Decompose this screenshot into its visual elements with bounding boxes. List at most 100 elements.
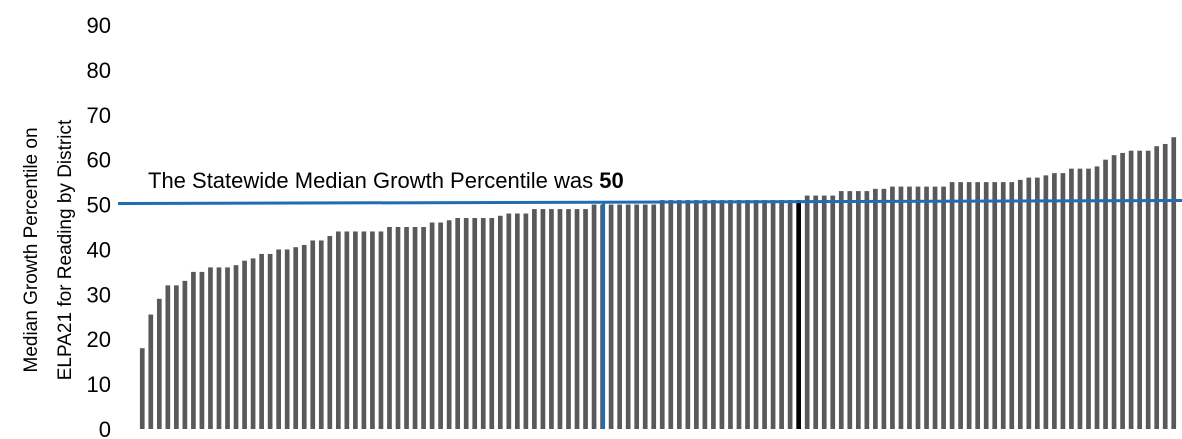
bar (779, 200, 784, 429)
bar (983, 182, 989, 429)
bar (1009, 182, 1015, 429)
bar (583, 209, 588, 429)
bar (890, 186, 895, 429)
bar (1111, 155, 1117, 429)
bar (480, 218, 486, 429)
bar (711, 200, 716, 429)
bar (685, 200, 691, 429)
bar (574, 209, 580, 429)
bar (225, 267, 230, 429)
bar (429, 222, 435, 429)
bar (361, 231, 367, 429)
bar (472, 218, 478, 429)
bar (532, 209, 537, 429)
bar (233, 265, 239, 429)
bar (327, 235, 333, 429)
bar (404, 227, 409, 429)
bar (318, 240, 324, 429)
bar (659, 200, 665, 429)
bar (353, 231, 358, 429)
bar (156, 298, 162, 429)
bar (139, 348, 145, 429)
bar (276, 249, 281, 429)
bar (497, 215, 503, 429)
bar (617, 204, 622, 429)
bar (932, 186, 938, 429)
bar (293, 247, 299, 429)
bar (1154, 146, 1160, 429)
bar (634, 204, 640, 429)
y-tick-label: 60 (87, 148, 111, 173)
bar (1162, 143, 1168, 429)
y-tick-label: 20 (87, 327, 111, 352)
bar (608, 204, 614, 429)
bar (762, 200, 767, 429)
bar (907, 186, 912, 429)
bar (1000, 182, 1006, 429)
median-annotation-text: The Statewide Median Growth Percentile w… (148, 168, 599, 193)
bar (847, 191, 853, 429)
bar (1017, 179, 1023, 429)
y-tick-label: 50 (87, 193, 111, 218)
bar (821, 195, 827, 429)
bar (395, 227, 401, 429)
bar (745, 200, 750, 429)
median-annotation-value: 50 (599, 168, 623, 193)
bar (267, 253, 273, 429)
bar (549, 209, 554, 429)
bar (838, 191, 844, 429)
median-annotation: The Statewide Median Growth Percentile w… (148, 168, 624, 193)
bar (941, 186, 946, 429)
bar (966, 182, 972, 429)
bar (804, 195, 810, 429)
bar (344, 231, 350, 429)
y-tick-label: 40 (87, 237, 111, 262)
bar (949, 182, 955, 429)
bar (1035, 177, 1040, 429)
bar (310, 240, 316, 429)
bar (557, 209, 563, 429)
bar (1086, 168, 1091, 429)
bar (301, 244, 307, 429)
bar (1043, 175, 1049, 429)
bar (864, 191, 870, 429)
bar (881, 188, 887, 429)
bar (694, 200, 699, 429)
y-tick-label: 30 (87, 282, 111, 307)
bar (242, 260, 247, 429)
bar (165, 285, 171, 429)
bar (753, 200, 759, 429)
bar (216, 267, 222, 429)
bar (1128, 150, 1134, 429)
bar (199, 271, 205, 429)
bar (446, 220, 452, 429)
bar (591, 204, 597, 429)
bar (1052, 173, 1057, 429)
bar (208, 267, 213, 429)
bar (1103, 159, 1108, 429)
bar (1060, 173, 1066, 429)
bar (728, 200, 733, 429)
bar (1171, 137, 1177, 429)
bar (523, 213, 529, 429)
bar (174, 285, 179, 429)
bar (250, 258, 256, 429)
y-axis-label-line-1: Median Growth Percentile on (21, 127, 42, 372)
bar (651, 204, 657, 429)
y-axis-label-line-2: ELPA21 for Reading by District (55, 119, 76, 380)
y-axis-label: Median Growth Percentile on ELPA21 for R… (21, 119, 76, 380)
bar (284, 249, 290, 429)
bar (515, 213, 520, 429)
bar (668, 200, 674, 429)
bars (139, 137, 1177, 429)
bar (1137, 150, 1142, 429)
bar (506, 213, 512, 429)
bar (489, 218, 495, 429)
bar (259, 253, 264, 429)
bar (898, 186, 904, 429)
bar (924, 186, 929, 429)
y-tick-label: 90 (87, 13, 111, 38)
bar (540, 209, 546, 429)
bar (770, 200, 776, 429)
